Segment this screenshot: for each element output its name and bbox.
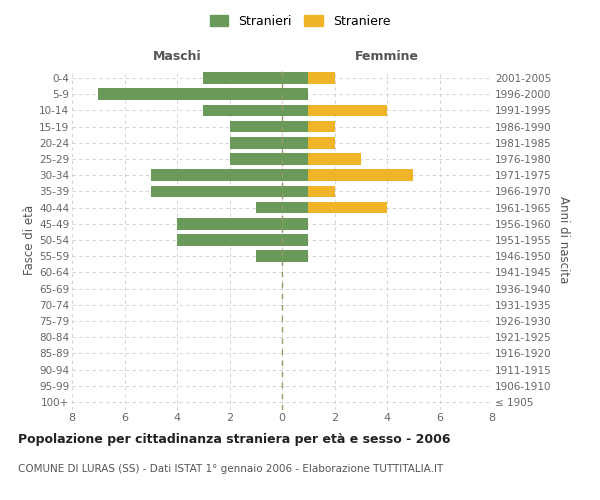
Bar (282, 250, 308, 262)
Bar (282, 104, 387, 117)
Bar (177, 234, 282, 246)
Text: Popolazione per cittadinanza straniera per età e sesso - 2006: Popolazione per cittadinanza straniera p… (18, 432, 451, 446)
Bar (282, 137, 335, 148)
Bar (282, 88, 308, 100)
Bar (282, 121, 308, 132)
Bar (282, 153, 361, 165)
Bar (282, 202, 308, 213)
Bar (282, 72, 335, 84)
Bar (203, 72, 282, 84)
Text: COMUNE DI LURAS (SS) - Dati ISTAT 1° gennaio 2006 - Elaborazione TUTTITALIA.IT: COMUNE DI LURAS (SS) - Dati ISTAT 1° gen… (18, 464, 443, 474)
Bar (151, 186, 282, 198)
Bar (282, 170, 413, 181)
Y-axis label: Fasce di età: Fasce di età (23, 205, 36, 275)
Bar (256, 202, 282, 213)
Bar (151, 170, 282, 181)
Y-axis label: Anni di nascita: Anni di nascita (557, 196, 570, 284)
Bar (256, 250, 282, 262)
Bar (282, 72, 308, 84)
Text: Femmine: Femmine (355, 50, 419, 62)
Bar (229, 137, 282, 148)
Bar (282, 218, 308, 230)
Bar (203, 104, 282, 117)
Bar (98, 88, 282, 100)
Bar (282, 170, 308, 181)
Bar (282, 137, 308, 148)
Bar (229, 121, 282, 132)
Bar (282, 218, 308, 230)
Legend: Stranieri, Straniere: Stranieri, Straniere (206, 11, 394, 32)
Text: Maschi: Maschi (152, 50, 202, 62)
Bar (177, 218, 282, 230)
Bar (282, 202, 387, 213)
Bar (282, 234, 308, 246)
Bar (282, 88, 308, 100)
Bar (282, 121, 335, 132)
Bar (282, 104, 308, 117)
Bar (282, 153, 308, 165)
Bar (282, 186, 308, 198)
Bar (282, 186, 335, 198)
Bar (229, 153, 282, 165)
